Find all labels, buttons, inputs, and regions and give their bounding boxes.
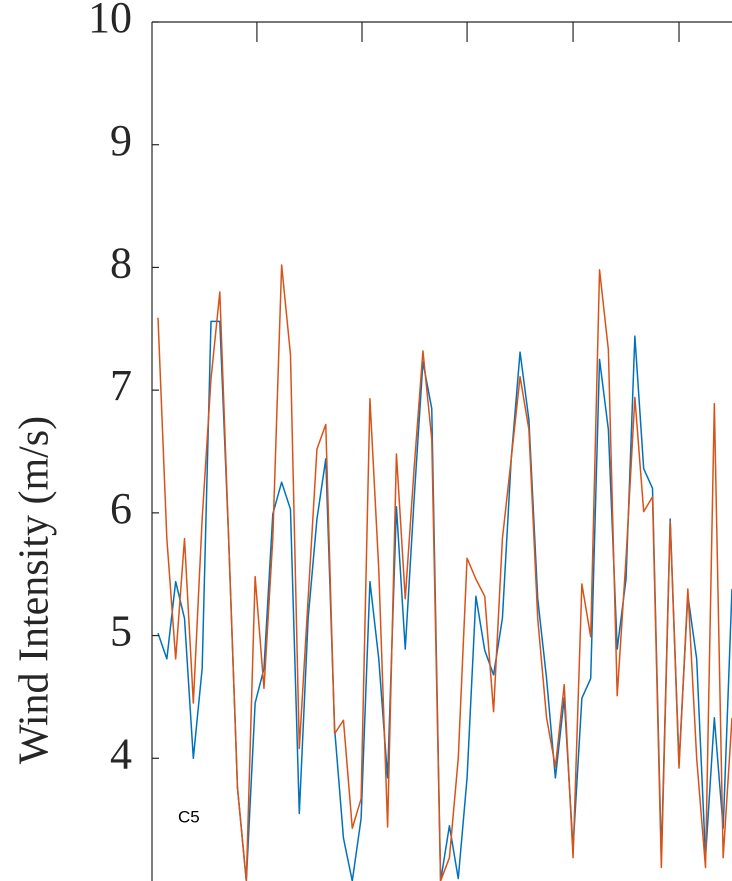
y-tick-label: 7 [110,361,132,410]
y-tick-label: 10 [88,0,132,42]
y-axis-label: Wind Intensity (m/s) [12,416,58,764]
y-tick-label: 5 [110,607,132,656]
series-line [157,264,732,881]
y-tick-label: 4 [110,729,132,778]
y-tick-label: 9 [110,116,132,165]
y-tick-label: 6 [110,484,132,533]
y-tick-label: 8 [110,239,132,288]
plot-area [157,264,732,881]
series-line [157,320,732,881]
annotation: C5 [178,807,200,826]
